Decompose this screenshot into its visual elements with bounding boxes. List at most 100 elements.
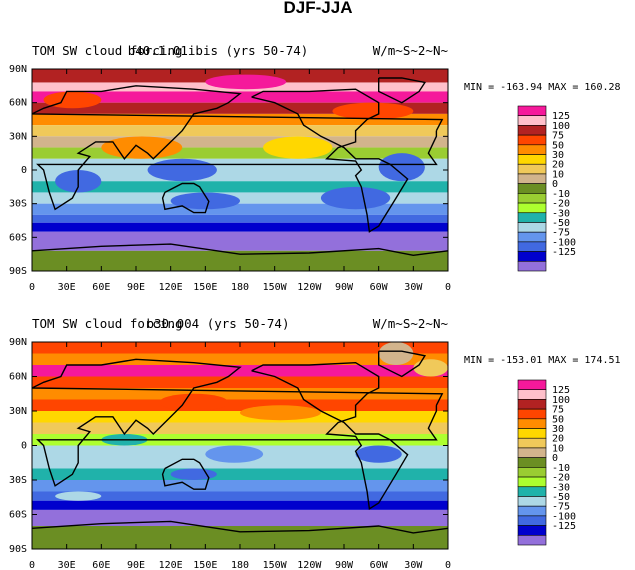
contour-band xyxy=(32,422,448,434)
legend-box xyxy=(517,486,547,497)
contour-band xyxy=(32,192,448,204)
panel-title-left: TOM SW cloud forcing xyxy=(32,316,183,331)
contour-region xyxy=(240,405,321,421)
y-tick-label: 30N xyxy=(9,131,27,142)
x-tick-label: 120E xyxy=(159,282,183,293)
contour-region xyxy=(320,186,391,210)
legend-box xyxy=(517,496,547,507)
legend-box xyxy=(517,105,547,117)
x-tick-label: 120W xyxy=(297,282,322,293)
coastline xyxy=(32,520,448,534)
x-tick-label: 0 xyxy=(29,560,35,570)
legend-label: -50 xyxy=(552,218,570,229)
legend-box xyxy=(517,389,547,400)
legend-label: 10 xyxy=(552,169,564,180)
x-tick-label: 150E xyxy=(193,282,217,293)
legend-box xyxy=(517,125,547,136)
x-tick-label: 30W xyxy=(404,282,423,293)
figure-title: DJF-JJA xyxy=(284,0,353,17)
panel-title-units: W/m~S~2~N~ xyxy=(373,316,448,331)
panel-title-units: W/m~S~2~N~ xyxy=(373,43,448,58)
legend-box xyxy=(517,437,547,449)
legend-label: -30 xyxy=(552,208,570,219)
legend-box xyxy=(517,222,547,233)
legend-box xyxy=(517,144,547,155)
legend-box xyxy=(517,231,547,243)
coastline xyxy=(32,358,444,487)
legend-label: 0 xyxy=(552,453,558,464)
y-tick-label: 90N xyxy=(9,337,27,348)
contour-band xyxy=(32,113,448,126)
x-tick-label: 30E xyxy=(58,282,76,293)
legend-label: 75 xyxy=(552,131,564,142)
panel-title-center: b40.1.01ibis (yrs 50-74) xyxy=(128,43,309,58)
x-tick-label: 30W xyxy=(404,560,423,570)
contour-band xyxy=(32,365,448,377)
legend-label: -10 xyxy=(552,463,570,474)
x-tick-label: 0 xyxy=(29,282,35,293)
legend-label: 100 xyxy=(552,395,570,406)
legend-box xyxy=(517,505,547,517)
coastline xyxy=(161,182,210,214)
legend-label: 125 xyxy=(552,111,570,122)
legend-box xyxy=(517,173,547,184)
x-tick-label: 150W xyxy=(263,560,288,570)
contour-band xyxy=(32,411,448,423)
contour-region xyxy=(101,136,183,159)
coastline xyxy=(251,88,409,233)
contour-band xyxy=(32,480,448,492)
contour-region xyxy=(55,491,102,501)
contour-region xyxy=(413,359,448,377)
contour-band xyxy=(32,500,448,510)
y-tick-label: 90S xyxy=(9,266,27,277)
y-tick-label: 60S xyxy=(9,510,27,521)
legend-label: 125 xyxy=(552,385,570,396)
legend-label: 75 xyxy=(552,405,564,416)
min-max-stats: MIN = -153.01 MAX = 174.51 xyxy=(464,355,621,366)
contour-region xyxy=(263,136,333,159)
legend-box xyxy=(517,260,547,272)
legend-label: -75 xyxy=(552,502,570,513)
contour-region xyxy=(355,445,402,463)
legend-box xyxy=(517,418,547,429)
contour-region xyxy=(170,468,217,480)
legend-box xyxy=(517,241,547,252)
contour-band xyxy=(32,353,448,365)
contour-region xyxy=(378,342,414,365)
legend-box xyxy=(517,476,547,488)
contour-band xyxy=(32,250,448,271)
legend-box xyxy=(517,193,547,204)
legend-box xyxy=(517,163,547,175)
legend-label: -125 xyxy=(552,521,576,532)
contour-field xyxy=(32,69,448,271)
legend-label: 0 xyxy=(552,179,558,190)
legend-label: -10 xyxy=(552,189,570,200)
panel-title-center: b30.004 (yrs 50-74) xyxy=(147,316,290,331)
y-tick-label: 30N xyxy=(9,406,27,417)
contour-region xyxy=(205,74,287,90)
y-tick-label: 0 xyxy=(21,441,27,452)
coastline xyxy=(251,361,409,510)
x-tick-label: 60W xyxy=(370,560,389,570)
coastline xyxy=(378,77,427,104)
legend-box xyxy=(517,202,547,214)
contour-band xyxy=(32,376,448,388)
legend-box xyxy=(517,115,547,126)
x-tick-label: 90E xyxy=(127,282,145,293)
contour-band xyxy=(32,181,448,193)
legend-box xyxy=(517,515,547,526)
contour-band xyxy=(32,170,448,182)
x-tick-label: 90W xyxy=(335,282,354,293)
contour-band xyxy=(32,203,448,215)
y-tick-label: 90N xyxy=(9,64,27,75)
legend-box xyxy=(517,447,547,458)
legend-label: 50 xyxy=(552,414,564,425)
x-tick-label: 120W xyxy=(297,560,322,570)
legend-label: 100 xyxy=(552,121,570,132)
legend-label: -20 xyxy=(552,473,570,484)
x-tick-label: 150E xyxy=(193,560,217,570)
legend-box xyxy=(517,134,547,146)
x-tick-label: 180 xyxy=(231,282,249,293)
x-tick-label: 0 xyxy=(445,282,451,293)
